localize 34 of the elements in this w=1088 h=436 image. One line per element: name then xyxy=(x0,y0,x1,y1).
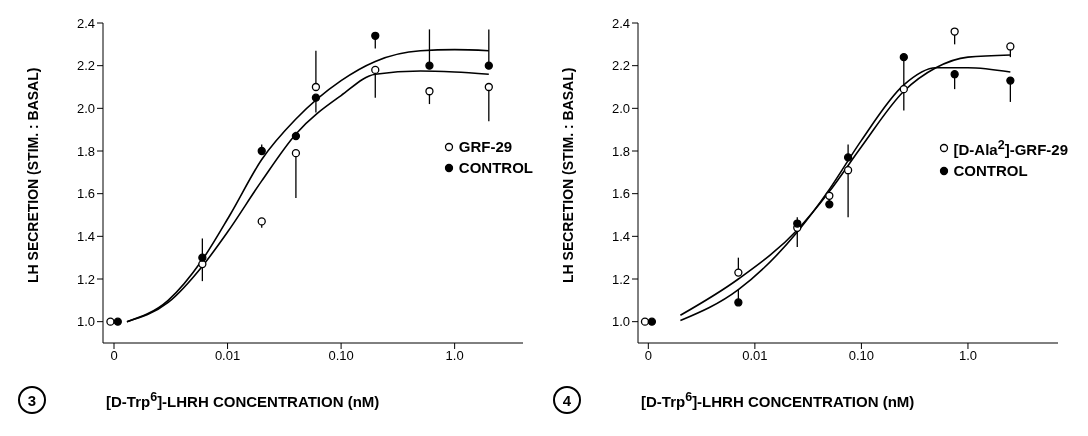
legend-label: [D-Ala$^{2}$]-GRF-29 xyxy=(953,138,1068,158)
x-tick-label: 1.0 xyxy=(958,348,977,364)
y-tick-label: 2.2 xyxy=(76,58,95,74)
y-tick-label: 1.2 xyxy=(611,271,630,287)
x-tick-label: 0.01 xyxy=(214,348,241,364)
y-tick-label: 1.0 xyxy=(76,314,95,330)
y-tick-label: 1.6 xyxy=(611,186,630,202)
y-tick-label: 2.2 xyxy=(611,58,630,74)
x-tick-label: 0 xyxy=(110,348,118,364)
x-axis-title: [D-Trp$^{6}$]-LHRH CONCENTRATION (nM) xyxy=(106,390,380,410)
text: 4 xyxy=(553,386,581,414)
y-tick-label: 2.0 xyxy=(611,100,630,116)
legend-label: CONTROL xyxy=(953,162,1028,179)
y-tick-label: 1.6 xyxy=(76,186,95,202)
x-axis-title: [D-Trp$^{6}$]-LHRH CONCENTRATION (nM) xyxy=(641,390,915,410)
y-tick-label: 1.0 xyxy=(611,314,630,330)
y-tick-label: 2.4 xyxy=(611,15,630,31)
y-tick-label: 1.8 xyxy=(76,143,95,159)
y-tick-label: 2.0 xyxy=(76,100,95,116)
y-tick-label: 1.4 xyxy=(76,228,95,244)
x-tick-label: 0.10 xyxy=(848,348,875,364)
legend-label: CONTROL xyxy=(458,159,533,176)
x-tick-label: 1.0 xyxy=(445,348,464,364)
y-tick-label: 1.8 xyxy=(611,143,630,159)
y-tick-label: 1.2 xyxy=(76,271,95,287)
legend-label: GRF-29 xyxy=(458,138,513,155)
y-tick-label: 1.4 xyxy=(611,228,630,244)
y-axis-title: LH SECRETION (STIM. : BASAL) xyxy=(24,67,41,283)
y-tick-label: 2.4 xyxy=(76,15,95,31)
y-axis-title: LH SECRETION (STIM. : BASAL) xyxy=(559,67,576,283)
text: 3 xyxy=(18,386,46,414)
x-tick-label: 0.01 xyxy=(742,348,768,364)
x-tick-label: 0 xyxy=(644,348,652,364)
x-tick-label: 0.10 xyxy=(328,348,354,364)
